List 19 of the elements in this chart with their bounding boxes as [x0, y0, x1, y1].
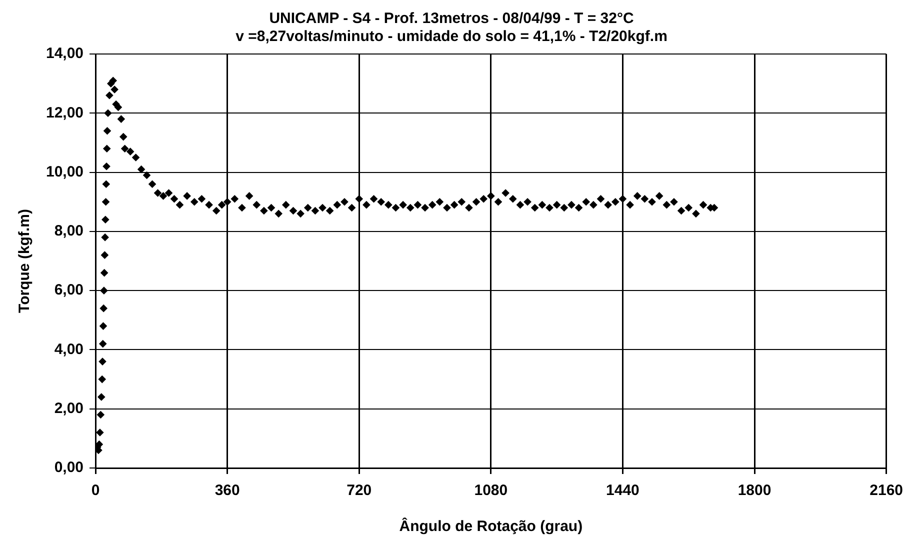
chart-subtitle: v =8,27voltas/minuto - umidade do solo = 41,1% - T2/20kgf.m: [236, 28, 668, 46]
y-tick-label: 4,00: [54, 340, 84, 358]
x-tick-label: 0: [91, 482, 100, 500]
y-tick-label: 2,00: [54, 400, 84, 417]
y-tick-label: 8,00: [54, 222, 84, 240]
x-tick-label: 720: [346, 482, 372, 500]
x-tick-label: 360: [214, 482, 240, 500]
x-tick-label: 1800: [738, 482, 772, 500]
y-tick-label: 12,00: [46, 104, 84, 122]
chart-title: UNICAMP - S4 - Prof. 13metros - 08/04/99 - T = 32°C: [269, 10, 634, 28]
y-tick-label: 14,00: [46, 45, 84, 62]
x-axis-title: Ângulo de Rotação (grau): [399, 517, 583, 536]
y-axis-title: Torque (kgf.m): [16, 209, 34, 313]
y-tick-label: 6,00: [54, 282, 84, 299]
y-tick-label: 0,00: [54, 459, 84, 476]
x-tick-label: 1440: [606, 482, 640, 500]
y-tick-label: 10,00: [46, 163, 84, 180]
x-tick-label: 1080: [474, 482, 508, 500]
x-tick-label: 2160: [870, 482, 904, 500]
